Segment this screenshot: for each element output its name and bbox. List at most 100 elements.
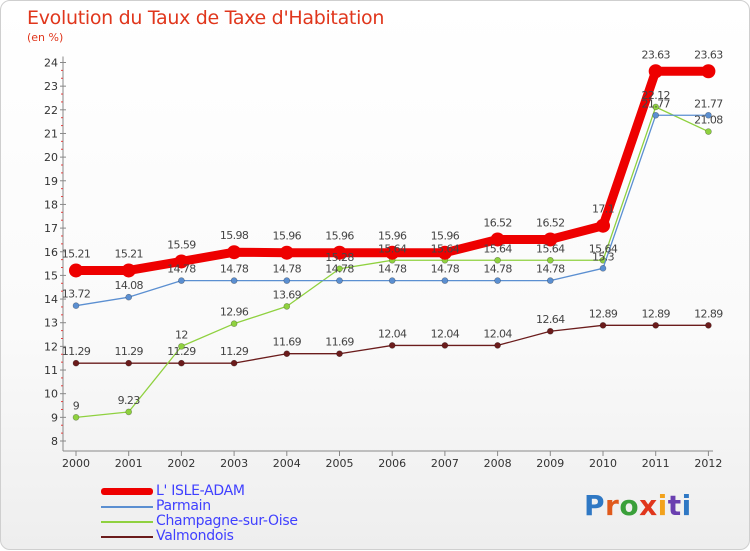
data-point-3 xyxy=(494,342,501,349)
value-label-0: 17.1 xyxy=(592,203,614,216)
value-label-2: 12.96 xyxy=(220,306,249,319)
value-label-0: 15.98 xyxy=(220,229,249,242)
data-point-1 xyxy=(441,277,449,284)
value-label-3: 12.04 xyxy=(483,327,512,340)
value-label-0: 15.96 xyxy=(273,230,302,243)
legend-swatch-valmondois xyxy=(101,536,153,538)
value-label-1: 14.78 xyxy=(273,263,302,276)
x-tick-label: 2010 xyxy=(589,457,617,470)
value-label-1: 21.77 xyxy=(641,97,670,110)
legend-item-champagne: Champagne-sur-Oise xyxy=(101,513,361,529)
value-label-3: 12.64 xyxy=(536,313,565,326)
logo-letter: r xyxy=(605,489,620,522)
logo-letter: o xyxy=(619,489,640,522)
y-tick-label: 21 xyxy=(44,127,58,140)
y-tick-label: 20 xyxy=(44,151,58,164)
value-label-1: 21.77 xyxy=(694,97,723,110)
value-label-2: 15.64 xyxy=(431,242,460,255)
data-point-3 xyxy=(546,327,554,335)
x-tick-label: 2007 xyxy=(431,457,459,470)
axes: 8 9 10 11 12 13 14 15 16 17 18 19 20 21 22 23 24 2000 2001… xyxy=(44,56,722,470)
data-point-1 xyxy=(652,111,660,119)
value-label-0: 16.52 xyxy=(536,216,565,229)
value-label-3: 11.69 xyxy=(273,336,302,349)
value-label-3: 12.89 xyxy=(641,307,670,320)
value-label-2: 13.69 xyxy=(273,288,302,301)
data-point-3 xyxy=(705,322,712,329)
value-label-1: 14.78 xyxy=(220,263,249,276)
y-tick-label: 22 xyxy=(44,104,58,117)
x-tick-label: 2000 xyxy=(62,457,90,470)
data-point-1 xyxy=(546,277,554,284)
legend-item-isle-adam: L' ISLE-ADAM xyxy=(101,483,361,499)
data-point-2 xyxy=(72,414,80,421)
y-tick-label: 23 xyxy=(44,80,58,93)
data-point-3 xyxy=(652,322,660,329)
logo-letter: t xyxy=(667,489,682,522)
data-point-0 xyxy=(701,64,716,79)
data-point-3 xyxy=(388,342,396,349)
y-tick-label: 24 xyxy=(44,57,58,70)
data-point-2 xyxy=(494,256,501,264)
y-tick-label: 9 xyxy=(51,411,58,424)
x-tick-label: 2004 xyxy=(273,457,301,470)
x-tick-label: 2008 xyxy=(484,457,512,470)
proxiti-logo: Proxiti xyxy=(584,489,692,522)
x-tick-label: 2009 xyxy=(536,457,564,470)
data-point-0 xyxy=(69,263,83,278)
value-label-3: 12.04 xyxy=(431,327,460,340)
value-labels: 15.21 15.21 15.59 15.98 15.96 15.96 15.96 15.96… xyxy=(62,48,724,412)
value-label-1: 14.78 xyxy=(325,263,354,276)
value-label-3: 11.29 xyxy=(220,345,249,358)
value-label-2: 9 xyxy=(73,399,80,412)
y-tick-label: 18 xyxy=(44,198,58,211)
x-tick-label: 2001 xyxy=(115,457,143,470)
data-point-1 xyxy=(494,277,501,284)
data-point-1 xyxy=(705,111,712,119)
value-label-3: 11.29 xyxy=(114,345,143,358)
value-label-2: 15.28 xyxy=(325,251,354,264)
x-tick-label: 2005 xyxy=(326,457,354,470)
value-label-1: 13.72 xyxy=(62,288,91,301)
data-point-3 xyxy=(178,359,185,367)
data-point-0 xyxy=(596,218,610,233)
data-point-3 xyxy=(599,322,607,329)
data-point-1 xyxy=(388,277,396,284)
value-label-0: 15.96 xyxy=(431,230,460,243)
value-label-2: 15.64 xyxy=(589,242,618,255)
value-label-3: 12.89 xyxy=(694,307,723,320)
data-point-1 xyxy=(599,265,607,272)
x-tick-label: 2012 xyxy=(694,457,722,470)
legend-item-parmain: Parmain xyxy=(101,498,361,514)
data-point-3 xyxy=(283,350,291,358)
data-point-2 xyxy=(230,320,238,327)
data-point-3 xyxy=(336,350,343,358)
value-label-2: 15.64 xyxy=(378,242,407,255)
logo-letter: x xyxy=(639,489,658,522)
data-point-2 xyxy=(546,256,554,264)
value-label-3: 12.89 xyxy=(589,307,618,320)
value-label-2: 15.64 xyxy=(483,242,512,255)
data-point-3 xyxy=(230,359,238,367)
value-label-0: 15.21 xyxy=(114,247,143,260)
x-tick-label: 2006 xyxy=(378,457,406,470)
data-point-1 xyxy=(283,277,291,284)
y-tick-label: 13 xyxy=(44,317,58,330)
value-label-1: 14.08 xyxy=(114,279,143,292)
value-label-1: 14.78 xyxy=(431,263,460,276)
data-point-0 xyxy=(174,254,189,269)
legend-swatch-isle-adam xyxy=(101,488,153,495)
y-tick-label: 15 xyxy=(44,269,58,282)
y-tick-label: 17 xyxy=(44,222,58,235)
data-point-0 xyxy=(490,232,505,247)
value-label-1: 15.3 xyxy=(592,250,615,263)
value-label-0: 23.63 xyxy=(694,48,723,61)
legend-label-isle-adam: L' ISLE-ADAM xyxy=(156,483,245,499)
value-label-1: 14.78 xyxy=(483,263,512,276)
value-label-3: 11.29 xyxy=(62,345,91,358)
y-tick-label: 19 xyxy=(44,175,58,188)
legend-swatch-champagne xyxy=(101,521,153,523)
data-point-2 xyxy=(125,408,132,416)
